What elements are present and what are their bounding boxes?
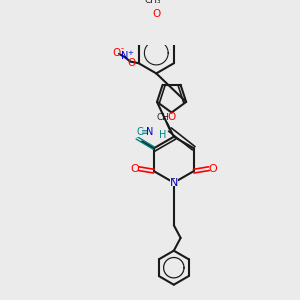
Text: O: O (130, 164, 139, 174)
FancyBboxPatch shape (168, 114, 176, 120)
Text: +: + (127, 50, 133, 56)
Text: CH₃: CH₃ (157, 113, 174, 122)
Text: C: C (136, 127, 143, 137)
FancyBboxPatch shape (160, 132, 167, 138)
Text: ≡: ≡ (140, 127, 148, 137)
FancyBboxPatch shape (129, 130, 141, 137)
Text: N: N (146, 127, 153, 137)
Text: O: O (112, 48, 121, 58)
FancyBboxPatch shape (210, 166, 217, 172)
Text: H: H (159, 130, 167, 140)
FancyBboxPatch shape (170, 179, 178, 186)
Text: -: - (120, 44, 123, 53)
Text: CH₃: CH₃ (145, 0, 161, 5)
Text: N: N (121, 51, 129, 62)
Text: O: O (128, 58, 136, 68)
Text: O: O (167, 112, 176, 122)
Text: O: O (209, 164, 218, 174)
Text: O: O (152, 9, 160, 19)
FancyBboxPatch shape (131, 166, 138, 172)
Text: N: N (169, 178, 178, 188)
